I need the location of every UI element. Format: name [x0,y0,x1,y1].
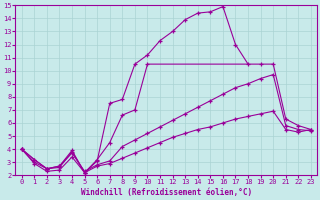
X-axis label: Windchill (Refroidissement éolien,°C): Windchill (Refroidissement éolien,°C) [81,188,252,197]
